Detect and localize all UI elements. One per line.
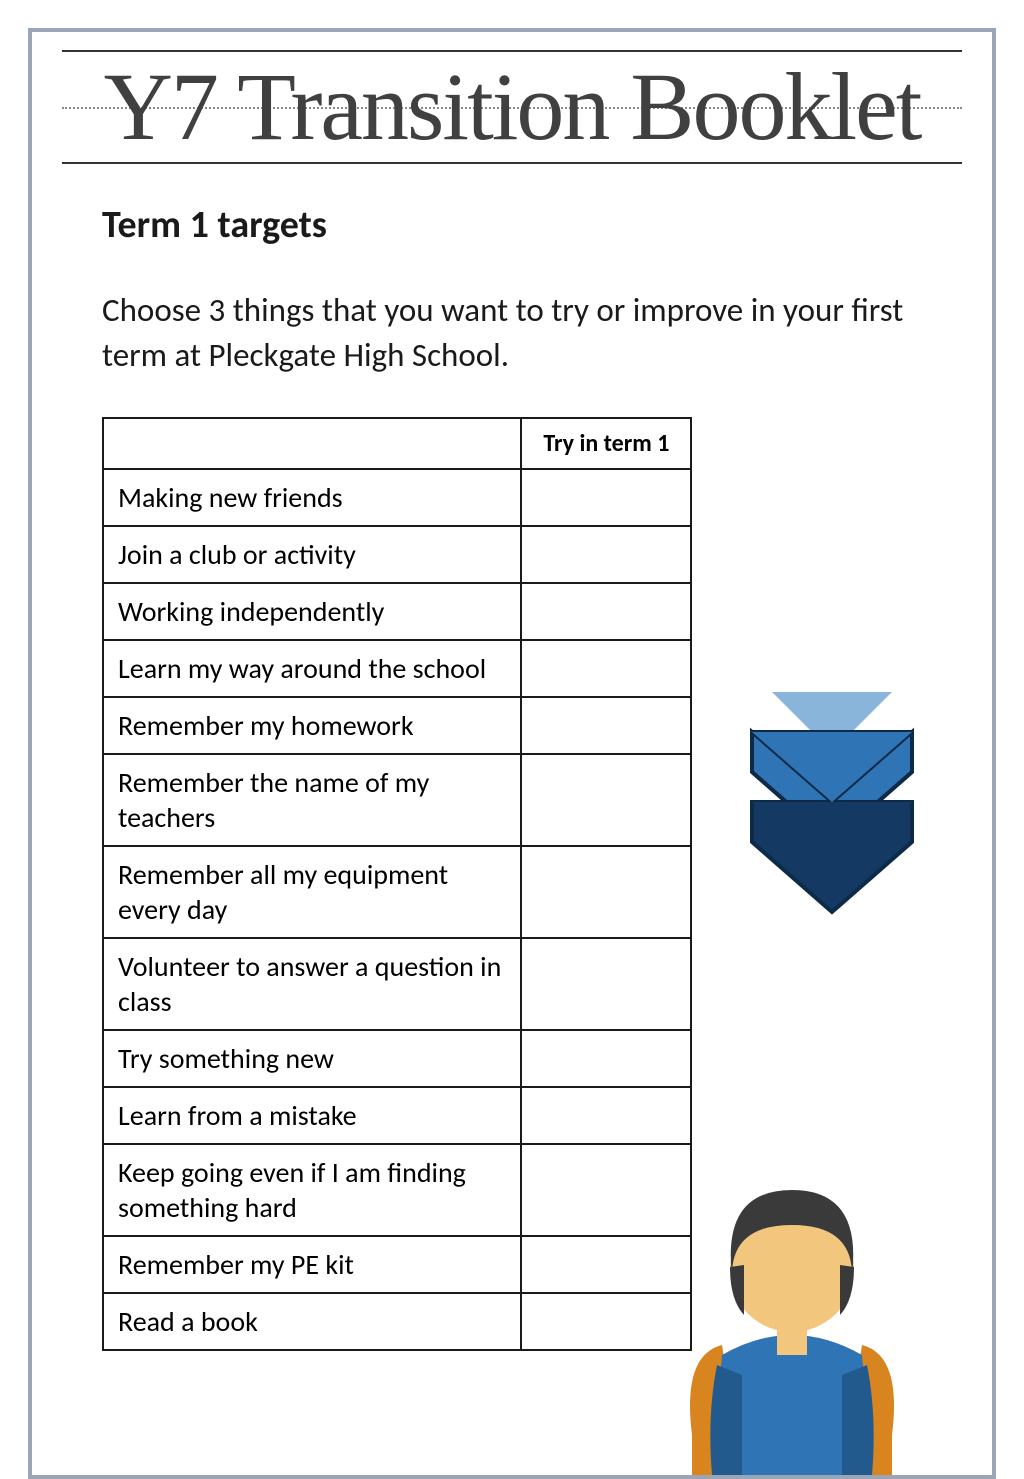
table-row: Remember all my equipment every day: [103, 846, 691, 938]
target-label: Read a book: [103, 1293, 521, 1350]
target-label: Working independently: [103, 583, 521, 640]
table-row: Keep going even if I am finding somethin…: [103, 1144, 691, 1236]
target-check[interactable]: [521, 938, 691, 1030]
target-label: Learn from a mistake: [103, 1087, 521, 1144]
page-frame: Y7 Transition Booklet Term 1 targets Cho…: [28, 28, 996, 1479]
table-row: Try something new: [103, 1030, 691, 1087]
target-label: Join a club or activity: [103, 526, 521, 583]
target-check[interactable]: [521, 469, 691, 526]
target-check[interactable]: [521, 846, 691, 938]
table-row: Volunteer to answer a question in class: [103, 938, 691, 1030]
target-check[interactable]: [521, 583, 691, 640]
table-body: Making new friends Join a club or activi…: [103, 469, 691, 1350]
table-row: Learn from a mistake: [103, 1087, 691, 1144]
chevron-stack-icon: [732, 692, 932, 922]
target-check[interactable]: [521, 1030, 691, 1087]
student-icon: [662, 1155, 922, 1475]
table-row: Join a club or activity: [103, 526, 691, 583]
target-label: Remember my PE kit: [103, 1236, 521, 1293]
target-label: Learn my way around the school: [103, 640, 521, 697]
target-check[interactable]: [521, 526, 691, 583]
table-row: Remember my PE kit: [103, 1236, 691, 1293]
table-row: Remember my homework: [103, 697, 691, 754]
target-check[interactable]: [521, 754, 691, 846]
targets-table: Try in term 1 Making new friends Join a …: [102, 417, 692, 1351]
table-row: Learn my way around the school: [103, 640, 691, 697]
table-row: Remember the name of my teachers: [103, 754, 691, 846]
table-row: Read a book: [103, 1293, 691, 1350]
target-label: Remember my homework: [103, 697, 521, 754]
target-check[interactable]: [521, 697, 691, 754]
table-header-try: Try in term 1: [521, 418, 691, 469]
section-heading: Term 1 targets: [102, 202, 922, 248]
target-label: Keep going even if I am finding somethin…: [103, 1144, 521, 1236]
target-check[interactable]: [521, 1087, 691, 1144]
table-header-blank: [103, 418, 521, 469]
target-label: Making new friends: [103, 469, 521, 526]
title-banner: Y7 Transition Booklet: [62, 50, 962, 164]
table-row: Making new friends: [103, 469, 691, 526]
page-title: Y7 Transition Booklet: [62, 52, 962, 162]
target-label: Remember the name of my teachers: [103, 754, 521, 846]
target-label: Remember all my equipment every day: [103, 846, 521, 938]
target-check[interactable]: [521, 640, 691, 697]
target-label: Try something new: [103, 1030, 521, 1087]
table-row: Working independently: [103, 583, 691, 640]
target-label: Volunteer to answer a question in class: [103, 938, 521, 1030]
instruction-text: Choose 3 things that you want to try or …: [102, 288, 922, 377]
